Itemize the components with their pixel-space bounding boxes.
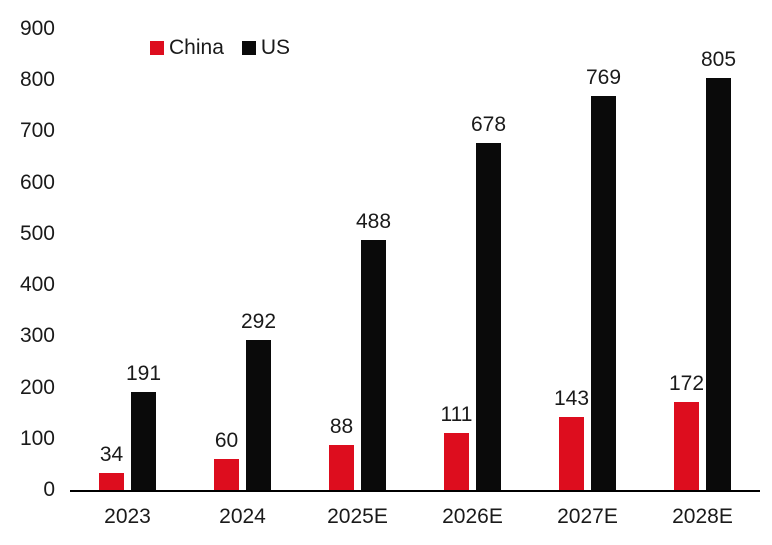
y-tick-label: 0 <box>43 478 55 501</box>
category-slot-2026e: 111 678 <box>415 29 530 490</box>
y-tick-label: 400 <box>19 273 55 296</box>
bar-us-2025e <box>361 240 386 490</box>
y-tick-label: 700 <box>19 119 55 142</box>
bar-value-label: 88 <box>329 415 354 438</box>
category-slot-2027e: 143 769 <box>530 29 645 490</box>
legend-swatch-us <box>241 41 256 55</box>
x-tick-label-2025e: 2025E <box>327 505 388 528</box>
bar-value-label: 769 <box>585 66 622 89</box>
bar-value-label: 143 <box>553 387 590 410</box>
category-slot-2028e: 172 805 <box>645 29 760 490</box>
category-slot-2024: 60 292 <box>185 29 300 490</box>
chart-legend: China US <box>150 36 290 60</box>
x-axis: 2023 2024 2025E 2026E 2027E 2028E <box>70 505 760 529</box>
bar-us-2023 <box>131 392 156 490</box>
bar-value-label: 292 <box>240 310 277 333</box>
y-axis: 0 100 200 300 400 500 600 700 800 900 <box>0 17 55 501</box>
bar-us-2026e <box>476 143 501 490</box>
bar-china-2024 <box>214 459 239 490</box>
category-slot-2025e: 88 488 <box>300 29 415 490</box>
bar-china-2028e <box>674 402 699 490</box>
legend-label: China <box>169 36 224 59</box>
bar-china-2023 <box>99 473 124 490</box>
y-tick-label: 200 <box>19 376 55 399</box>
y-tick-label: 300 <box>19 324 55 347</box>
x-tick-label-2027e: 2027E <box>557 505 618 528</box>
bar-value-label: 172 <box>668 372 705 395</box>
y-tick-label: 100 <box>19 427 55 450</box>
bar-china-2027e <box>559 417 584 490</box>
bar-value-label: 678 <box>470 113 507 136</box>
bar-value-label: 488 <box>355 210 392 233</box>
bar-value-label: 805 <box>700 48 737 71</box>
y-tick-label: 500 <box>19 222 55 245</box>
bar-us-2024 <box>246 340 271 490</box>
bar-value-label: 191 <box>125 362 162 385</box>
bar-value-label: 34 <box>99 443 124 466</box>
bar-china-2025e <box>329 445 354 490</box>
x-tick-label-2023: 2023 <box>104 505 151 528</box>
plot-area: 34 191 60 292 88 488 111 678 143 769 172 805 <box>70 29 760 492</box>
category-slot-2023: 34 191 <box>70 29 185 490</box>
bar-us-2027e <box>591 96 616 490</box>
x-tick-label-2026e: 2026E <box>442 505 503 528</box>
legend-item-china: China <box>150 36 224 60</box>
legend-label: US <box>260 36 291 59</box>
bar-value-label: 111 <box>440 403 473 426</box>
y-tick-label: 900 <box>19 17 55 40</box>
bar-value-label: 60 <box>214 429 239 452</box>
legend-item-us: US <box>241 36 291 60</box>
y-tick-label: 800 <box>19 68 55 91</box>
x-tick-label-2028e: 2028E <box>672 505 733 528</box>
bar-china-2026e <box>444 433 469 490</box>
y-tick-label: 600 <box>19 171 55 194</box>
x-tick-label-2024: 2024 <box>219 505 266 528</box>
bar-us-2028e <box>706 78 731 490</box>
legend-swatch-china <box>150 41 164 55</box>
